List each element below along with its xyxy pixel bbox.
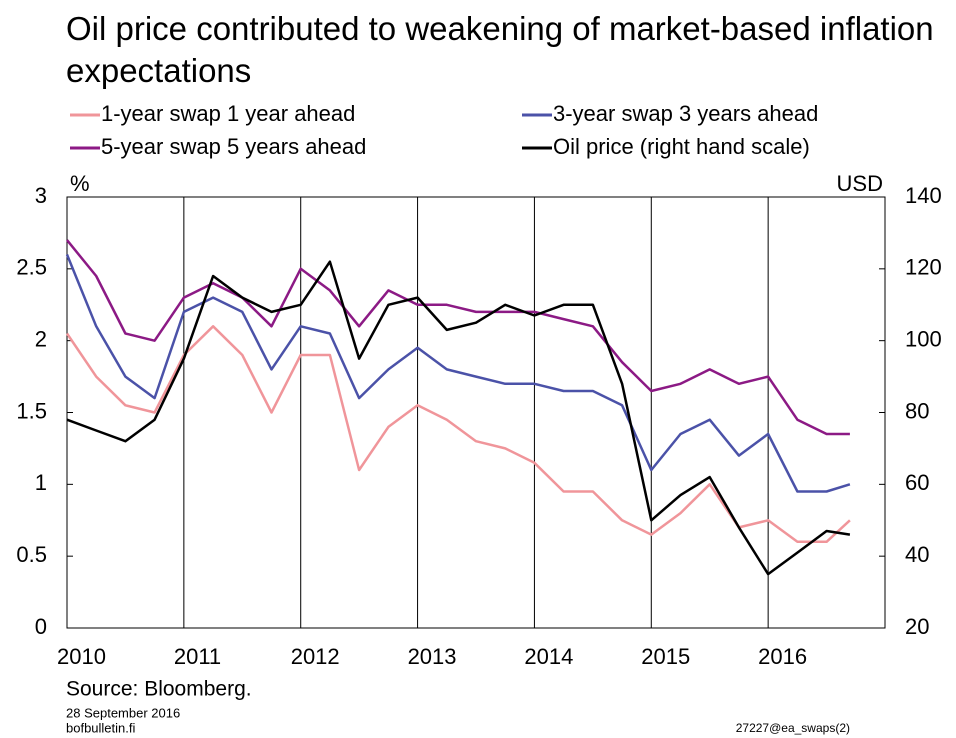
x-tick-label: 2011: [174, 644, 221, 669]
source: Source: Bloomberg.: [66, 678, 252, 701]
y2-tick-label: 60: [905, 470, 929, 495]
x-tick-label: 2014: [524, 644, 573, 669]
y-tick-label: 3: [35, 183, 47, 208]
series-line: [65, 254, 851, 493]
y2-tick-label: 100: [905, 326, 942, 351]
legend-label: 1-year swap 1 year ahead: [101, 101, 355, 126]
series-line: [66, 260, 851, 576]
x-tick-label: 2013: [408, 644, 457, 669]
legend-label: 3-year swap 3 years ahead: [553, 101, 818, 126]
y-tick-label: 2: [35, 326, 47, 351]
site: bofbulletin.fi: [66, 720, 135, 735]
y-tick-label: 1: [35, 470, 47, 495]
y-tick-label: 1.5: [16, 398, 47, 423]
legend-label: 5-year swap 5 years ahead: [101, 134, 366, 159]
y2-tick-label: 120: [905, 255, 942, 280]
x-tick-label: 2012: [291, 644, 340, 669]
y-axis-label: %: [70, 171, 90, 196]
y2-tick-label: 140: [905, 183, 942, 208]
chart-title: Oil price contributed to weakening of ma…: [66, 10, 934, 89]
y-tick-label: 2.5: [16, 255, 47, 280]
x-tick-label: 2015: [641, 644, 690, 669]
y-tick-label: 0.5: [16, 542, 47, 567]
chart-code: 27227@ea_swaps(2): [736, 721, 850, 735]
x-tick-label: 2016: [758, 644, 807, 669]
series-line: [65, 325, 851, 544]
y2-tick-label: 40: [905, 542, 929, 567]
y2-tick-label: 20: [905, 614, 929, 639]
x-tick-label: 2010: [57, 644, 106, 669]
series-line: [66, 239, 850, 436]
y2-axis-label: USD: [837, 171, 883, 196]
date: 28 September 2016: [66, 705, 180, 720]
plot-frame: [66, 196, 886, 629]
y-tick-label: 0: [35, 614, 47, 639]
legend-label: Oil price (right hand scale): [553, 134, 810, 159]
y2-tick-label: 80: [905, 398, 929, 423]
